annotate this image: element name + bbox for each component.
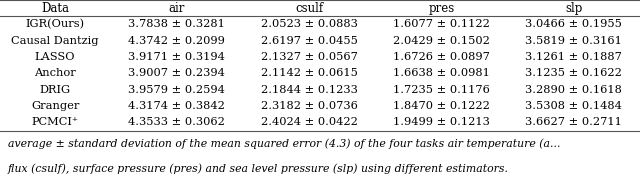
Text: average ± standard deviation of the mean squared error (4.3) of the four tasks a: average ± standard deviation of the mean… xyxy=(8,138,560,149)
Text: flux (csulf), surface pressure (pres) and sea level pressure (slp) using differe: flux (csulf), surface pressure (pres) an… xyxy=(8,163,509,174)
